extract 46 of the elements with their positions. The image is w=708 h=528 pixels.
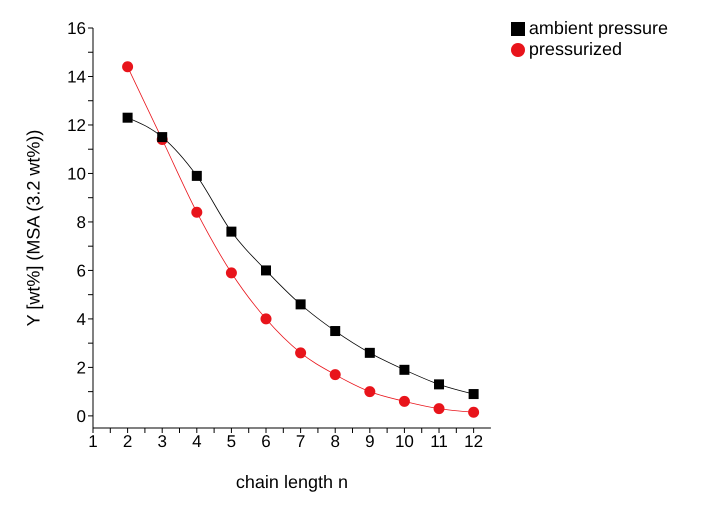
- x-tick-label: 3: [157, 432, 167, 452]
- point: [226, 226, 236, 237]
- point: [192, 170, 202, 181]
- y-tick-label: 6: [76, 261, 86, 280]
- point: [295, 347, 306, 358]
- point: [260, 313, 272, 324]
- point: [296, 299, 306, 310]
- y-tick-label: 4: [76, 310, 86, 329]
- point: [122, 61, 134, 72]
- y-tick-label: 12: [67, 116, 86, 136]
- point: [191, 206, 202, 218]
- x-axis-title: chain length n: [236, 472, 348, 492]
- point: [157, 132, 168, 142]
- x-tick-label: 11: [430, 432, 448, 452]
- x-tick-label: 4: [192, 432, 202, 452]
- point: [434, 379, 444, 390]
- x-tick-label: 10: [394, 432, 414, 452]
- x-tick-label: 12: [464, 432, 484, 452]
- x-tick-label: 9: [365, 432, 375, 452]
- point: [122, 112, 133, 123]
- y-axis-title: Y [wt%] (MSA (3.2 wt%)): [23, 130, 44, 326]
- y-tick-label: 2: [76, 358, 86, 378]
- point: [364, 386, 376, 398]
- y-tick-label: 16: [67, 19, 86, 38]
- point: [398, 396, 410, 407]
- x-tick-label: 5: [226, 432, 236, 452]
- x-tick-label: 8: [330, 432, 340, 452]
- point: [468, 406, 480, 418]
- point: [226, 267, 237, 278]
- point: [330, 369, 341, 380]
- x-tick-label: 6: [261, 432, 271, 452]
- point: [399, 364, 410, 375]
- point: [330, 326, 340, 336]
- y-tick-label: 0: [76, 406, 86, 426]
- point: [364, 348, 375, 358]
- point: [434, 403, 445, 414]
- point: [468, 389, 479, 400]
- x-tick-label: 7: [296, 432, 306, 452]
- y-tick-label: 10: [67, 164, 86, 184]
- legend-label: ambient pressure: [528, 18, 668, 38]
- legend-label: pressurized: [528, 39, 622, 59]
- y-tick-label: 14: [67, 68, 86, 87]
- point: [261, 265, 272, 276]
- y-tick-label: 8: [76, 212, 86, 232]
- x-tick-label: 2: [122, 432, 132, 452]
- x-tick-label: 1: [88, 432, 98, 452]
